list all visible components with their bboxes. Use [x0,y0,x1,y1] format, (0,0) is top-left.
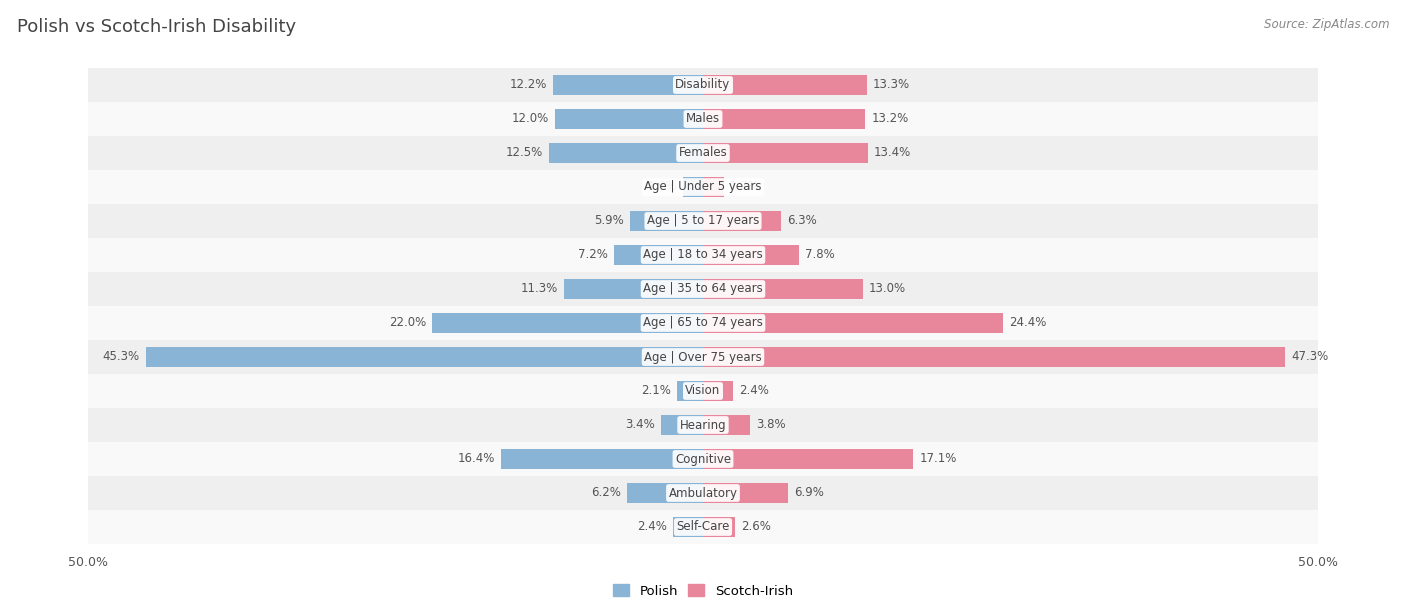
Text: Disability: Disability [675,78,731,92]
Bar [703,109,866,129]
Text: 3.8%: 3.8% [756,419,786,431]
Bar [703,381,733,401]
Bar [87,408,1319,442]
Text: 11.3%: 11.3% [520,283,558,296]
Bar [703,143,868,163]
Legend: Polish, Scotch-Irish: Polish, Scotch-Irish [607,579,799,603]
Bar [703,211,780,231]
Text: 13.4%: 13.4% [875,146,911,160]
Bar [703,415,749,435]
Bar [87,374,1319,408]
Text: 1.6%: 1.6% [647,181,678,193]
Text: 6.9%: 6.9% [794,487,824,499]
Text: 2.6%: 2.6% [741,520,770,534]
Bar [703,279,863,299]
Text: 2.4%: 2.4% [738,384,769,398]
Bar [146,347,703,367]
Bar [703,245,799,265]
Bar [627,483,703,503]
Text: Age | Under 5 years: Age | Under 5 years [644,181,762,193]
Text: 12.5%: 12.5% [506,146,543,160]
Bar [630,211,703,231]
Text: Age | 65 to 74 years: Age | 65 to 74 years [643,316,763,329]
Text: 13.3%: 13.3% [873,78,910,92]
Text: Self-Care: Self-Care [676,520,730,534]
Text: 24.4%: 24.4% [1010,316,1046,329]
Text: Polish vs Scotch-Irish Disability: Polish vs Scotch-Irish Disability [17,18,297,36]
Text: Females: Females [679,146,727,160]
Bar [703,313,1004,333]
Bar [703,483,787,503]
Text: 3.4%: 3.4% [626,419,655,431]
Bar [502,449,703,469]
Text: Source: ZipAtlas.com: Source: ZipAtlas.com [1264,18,1389,31]
Text: Age | Over 75 years: Age | Over 75 years [644,351,762,364]
Text: 1.7%: 1.7% [730,181,759,193]
Text: 2.1%: 2.1% [641,384,671,398]
Bar [703,517,735,537]
Text: Hearing: Hearing [679,419,727,431]
Bar [87,476,1319,510]
Bar [661,415,703,435]
Bar [703,449,914,469]
Text: Age | 5 to 17 years: Age | 5 to 17 years [647,214,759,228]
Bar [703,75,866,95]
Text: 7.2%: 7.2% [578,248,609,261]
Bar [433,313,703,333]
Text: 17.1%: 17.1% [920,452,957,466]
Text: Age | 18 to 34 years: Age | 18 to 34 years [643,248,763,261]
Bar [673,517,703,537]
Text: Males: Males [686,113,720,125]
Bar [87,306,1319,340]
Bar [683,177,703,197]
Bar [87,102,1319,136]
Bar [555,109,703,129]
Bar [87,170,1319,204]
Bar [614,245,703,265]
Bar [87,510,1319,544]
Text: Cognitive: Cognitive [675,452,731,466]
Bar [87,340,1319,374]
Text: 12.2%: 12.2% [509,78,547,92]
Bar [553,75,703,95]
Text: 13.2%: 13.2% [872,113,908,125]
Text: 12.0%: 12.0% [512,113,550,125]
Bar [564,279,703,299]
Bar [87,68,1319,102]
Text: 16.4%: 16.4% [458,452,495,466]
Bar [87,442,1319,476]
Bar [87,238,1319,272]
Bar [703,347,1285,367]
Bar [87,204,1319,238]
Text: 7.8%: 7.8% [806,248,835,261]
Bar [678,381,703,401]
Text: 2.4%: 2.4% [637,520,668,534]
Text: 13.0%: 13.0% [869,283,907,296]
Bar [87,272,1319,306]
Text: 45.3%: 45.3% [103,351,139,364]
Text: 47.3%: 47.3% [1291,351,1329,364]
Text: Vision: Vision [685,384,721,398]
Text: 6.3%: 6.3% [787,214,817,228]
Text: Age | 35 to 64 years: Age | 35 to 64 years [643,283,763,296]
Bar [550,143,703,163]
Text: 5.9%: 5.9% [595,214,624,228]
Bar [87,136,1319,170]
Text: 6.2%: 6.2% [591,487,620,499]
Bar [703,177,724,197]
Text: Ambulatory: Ambulatory [668,487,738,499]
Text: 22.0%: 22.0% [389,316,426,329]
